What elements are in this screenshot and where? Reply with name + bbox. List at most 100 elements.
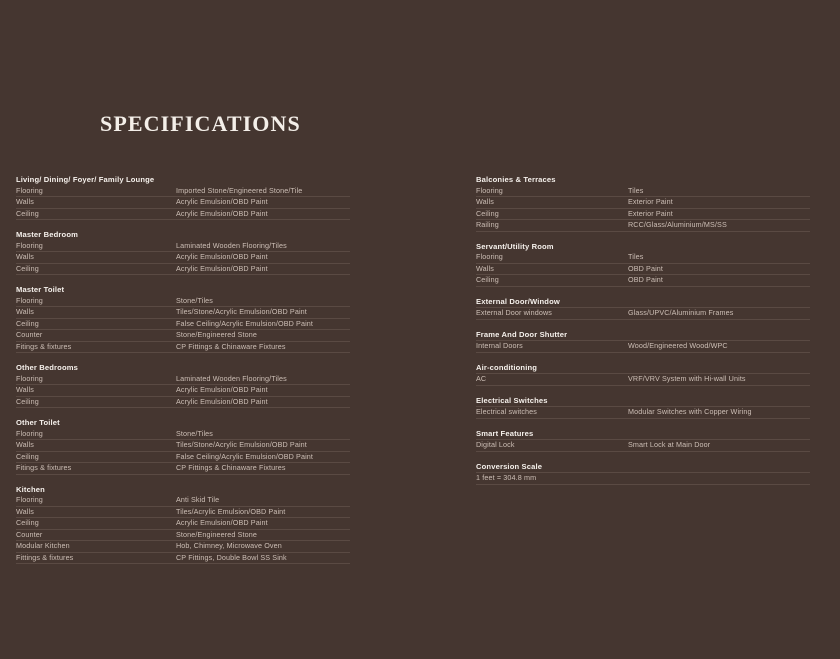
spec-row-label: Flooring xyxy=(16,373,43,383)
spec-row-value: Modular Switches with Copper Wiring xyxy=(628,407,752,416)
spec-section-air-conditioning: Air-conditioning AC VRF/VRV System with Hi… xyxy=(476,363,810,386)
spec-row-label: Flooring xyxy=(476,252,503,261)
right-column: Balconies & Terraces Flooring Tiles Walls Ex… xyxy=(476,175,810,485)
spec-row: Fittings & fixtures CP Fittings, Double B… xyxy=(16,552,350,564)
section-heading: Conversion Scale xyxy=(476,462,810,473)
spec-row-value: Acrylic Emulsion/OBD Paint xyxy=(176,208,268,218)
spec-row-value: Imported Stone/Engineered Stone/Tile xyxy=(176,185,303,195)
spec-row: Flooring Tiles xyxy=(476,252,810,264)
spec-section-conversion-scale: Conversion Scale 1 feet = 304.8 mm xyxy=(476,462,810,485)
spec-row: Flooring Laminated Wooden Flooring/Tiles xyxy=(16,373,350,385)
spec-row-label: Flooring xyxy=(16,295,43,305)
spec-row: Ceiling False Ceiling/Acrylic Emulsion/OB… xyxy=(16,318,350,330)
spec-row-value: False Ceiling/Acrylic Emulsion/OBD Paint xyxy=(176,318,314,328)
spec-row-value: Acrylic Emulsion/OBD Paint xyxy=(176,518,268,527)
spec-row: 1 feet = 304.8 mm xyxy=(476,473,810,485)
spec-row-label: Walls xyxy=(16,440,34,449)
spec-row: Walls OBD Paint xyxy=(476,263,810,275)
spec-row-label: Fitings & fixtures xyxy=(16,341,72,351)
spec-row: Flooring Laminated Wooden Flooring/Tiles xyxy=(16,240,350,252)
spec-row: Walls Exterior Paint xyxy=(476,197,810,209)
spec-row: Walls Acrylic Emulsion/OBD Paint xyxy=(16,385,350,397)
section-heading: Living/ Dining/ Foyer/ Family Lounge xyxy=(16,175,155,184)
spec-row-value: Laminated Wooden Flooring/Tiles xyxy=(176,373,287,383)
spec-section-servant-utility-room: Servant/Utility Room Flooring Tiles Walls OB… xyxy=(476,242,810,287)
spec-row: Walls Tiles/Stone/Acrylic Emulsion/OBD Pa… xyxy=(16,307,350,319)
spec-row: Counter Stone/Engineered Stone xyxy=(16,530,350,541)
spec-row-label: Ceiling xyxy=(16,318,39,328)
spec-row-label: Fittings & fixtures xyxy=(16,552,74,562)
spec-row-label: Digital Lock xyxy=(476,440,515,449)
section-heading: External Door/Window xyxy=(476,297,810,308)
spec-section-frame-and-door-shutter: Frame And Door Shutter Internal Doors Wood… xyxy=(476,330,810,353)
spec-row-label: Electrical switches xyxy=(476,407,537,416)
spec-row-label: Walls xyxy=(476,263,494,273)
spec-section-smart-features: Smart Features Digital Lock Smart Lock at … xyxy=(476,429,810,452)
spec-row: Flooring Imported Stone/Engineered Stone/… xyxy=(16,185,350,197)
spec-row: Modular Kitchen Hob, Chimney, Microwave O… xyxy=(16,541,350,553)
spec-row-label: Walls xyxy=(16,307,34,316)
spec-row-value: RCC/Glass/Aluminium/MS/SS xyxy=(628,220,727,229)
spec-row-label: Walls xyxy=(16,197,34,206)
spec-row-value: Wood/Engineered Wood/WPC xyxy=(628,341,728,350)
spec-row-value: Stone/Engineered Stone xyxy=(176,330,257,339)
spec-row-label: AC xyxy=(476,374,487,383)
spec-row: Walls Acrylic Emulsion/OBD Paint xyxy=(16,197,350,209)
spec-section-external-door-window: External Door/Window External Door window… xyxy=(476,297,810,320)
spec-row-label: Walls xyxy=(476,197,494,206)
spec-row: Flooring Anti Skid Tile xyxy=(16,495,350,507)
spec-row: External Door windows Glass/UPVC/Aluminiu… xyxy=(476,308,810,320)
section-heading: Other Bedrooms xyxy=(16,363,79,372)
spec-row-label: Ceiling xyxy=(16,518,39,527)
spec-row-label: Flooring xyxy=(16,240,43,250)
spec-row-value: Acrylic Emulsion/OBD Paint xyxy=(176,396,268,406)
spec-row-value: VRF/VRV System with Hi-wall Units xyxy=(628,374,746,383)
spec-row: Electrical switches Modular Switches with… xyxy=(476,407,810,419)
spec-row-value: Exterior Paint xyxy=(628,197,673,206)
spec-row: Fitings & fixtures CP Fittings & Chinawar… xyxy=(16,463,350,475)
spec-row-value: OBD Paint xyxy=(628,263,664,273)
spec-row-value: Tiles/Stone/Acrylic Emulsion/OBD Paint xyxy=(176,440,307,449)
spec-row-label: Modular Kitchen xyxy=(16,541,70,550)
spec-row-label: Internal Doors xyxy=(476,341,523,350)
left-column: Living/ Dining/ Foyer/ Family Lounge Floo… xyxy=(16,175,350,564)
spec-row-label: Ceiling xyxy=(16,451,39,461)
spec-row-label: Walls xyxy=(16,385,34,394)
spec-row-value: Smart Lock at Main Door xyxy=(628,440,711,449)
section-heading: Kitchen xyxy=(16,484,45,494)
spec-row-value: Stone/Tiles xyxy=(176,428,214,438)
spec-row-label: Ceiling xyxy=(476,275,499,284)
spec-row: Digital Lock Smart Lock at Main Door xyxy=(476,440,810,452)
spec-row: Ceiling Acrylic Emulsion/OBD Paint xyxy=(16,396,350,408)
spec-row-value: Acrylic Emulsion/OBD Paint xyxy=(176,385,268,394)
spec-row-value: False Ceiling/Acrylic Emulsion/OBD Paint xyxy=(176,451,314,461)
section-heading: Other Toilet xyxy=(16,418,60,427)
spec-row: Walls Tiles/Stone/Acrylic Emulsion/OBD Pa… xyxy=(16,440,350,452)
spec-row-label: Ceiling xyxy=(476,208,499,218)
spec-section-balconies-terraces: Balconies & Terraces Flooring Tiles Walls Ex… xyxy=(476,175,810,232)
spec-row-value: Acrylic Emulsion/OBD Paint xyxy=(176,263,268,273)
spec-row: Flooring Stone/Tiles xyxy=(16,428,350,440)
spec-row: Walls Acrylic Emulsion/OBD Paint xyxy=(16,252,350,264)
spec-row-value: Anti Skid Tile xyxy=(176,495,220,504)
spec-row: Ceiling False Ceiling/Acrylic Emulsion/OB… xyxy=(16,451,350,463)
spec-row: Flooring Stone/Tiles xyxy=(16,295,350,307)
spec-row-label: 1 feet = 304.8 mm xyxy=(476,473,537,482)
spec-row-value: Stone/Tiles xyxy=(176,295,214,305)
section-heading: Balconies & Terraces xyxy=(476,175,556,184)
spec-row-label: Walls xyxy=(16,506,34,516)
spec-row-value: CP Fittings & Chinaware Fixtures xyxy=(176,463,286,472)
spec-row: Ceiling OBD Paint xyxy=(476,275,810,287)
spec-row: Ceiling Acrylic Emulsion/OBD Paint xyxy=(16,208,350,220)
spec-section-living-dining-foyer-family-lounge: Living/ Dining/ Foyer/ Family Lounge Floo… xyxy=(16,175,350,220)
spec-row-label: Flooring xyxy=(476,185,503,195)
spec-row-label: Railing xyxy=(476,220,499,229)
spec-row-value: Tiles xyxy=(628,252,644,261)
spec-row-label: Ceiling xyxy=(16,396,39,406)
spec-row: Ceiling Acrylic Emulsion/OBD Paint xyxy=(16,263,350,275)
spec-row: Walls Tiles/Acrylic Emulsion/OBD Paint xyxy=(16,506,350,518)
spec-row: Fitings & fixtures CP Fittings & Chinawar… xyxy=(16,341,350,353)
spec-section-kitchen: Kitchen Flooring Anti Skid Tile Walls Tiles/… xyxy=(16,484,350,564)
spec-row-label: Ceiling xyxy=(16,263,39,273)
